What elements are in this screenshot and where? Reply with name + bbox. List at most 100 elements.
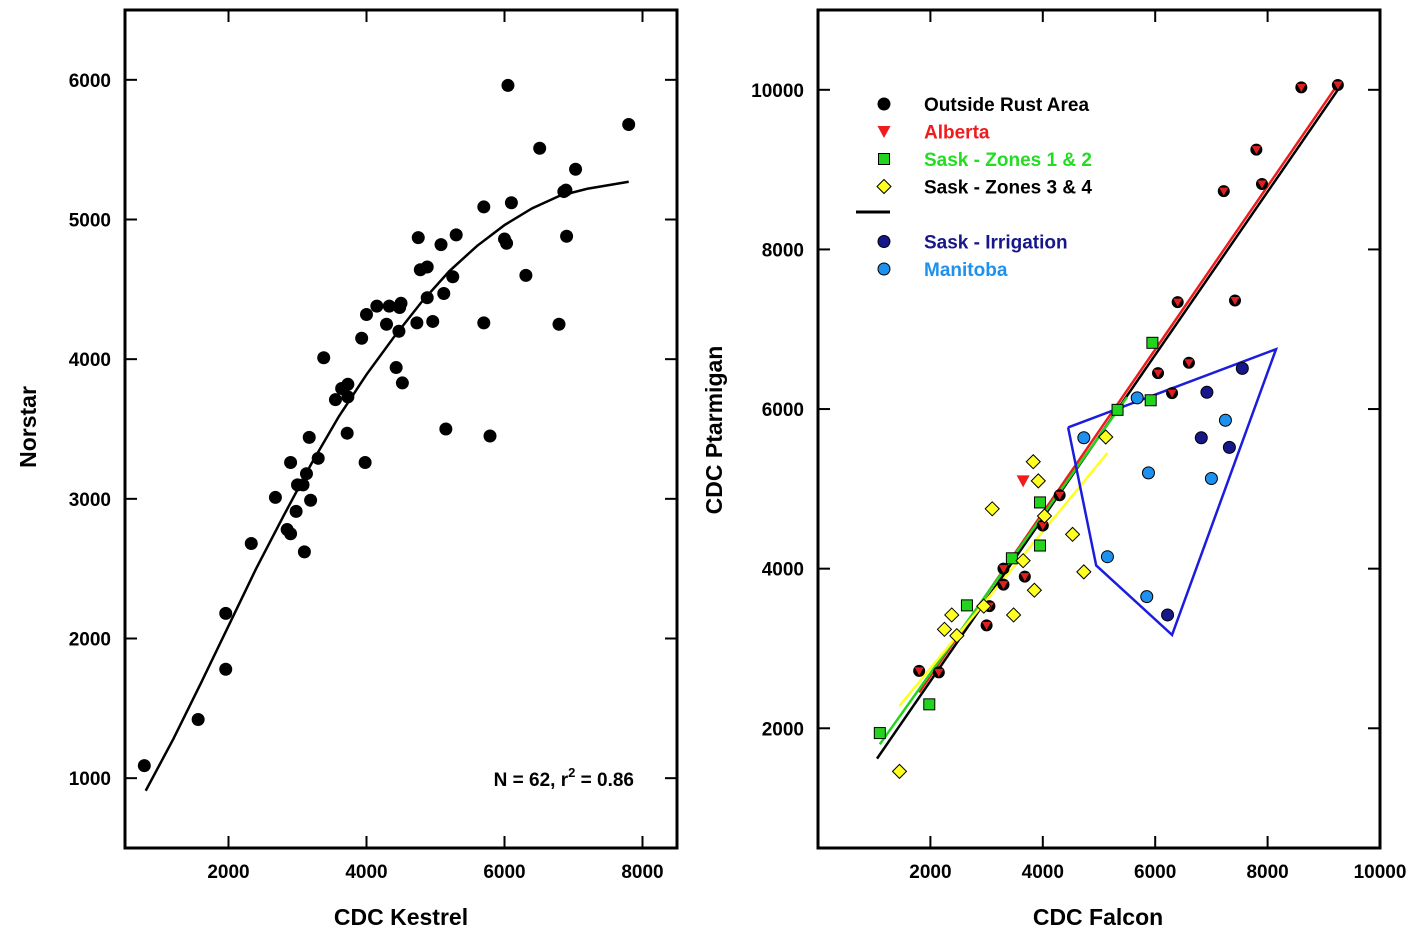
data-point [569,162,583,176]
data-point [446,270,460,284]
point-triangle [1230,297,1240,306]
data-point [1036,519,1049,532]
data-point [395,376,409,390]
data-point [297,545,311,559]
data-point [1005,607,1022,623]
data-point [949,627,965,644]
data-point [410,316,424,330]
data-point [980,619,993,632]
data-point [1222,440,1236,454]
point-triangle [1153,369,1163,378]
point-triangle [1020,573,1030,582]
falcon-ptarmigan-chart: CDC Falcon CDC Ptarmigan 2000 4000 6000 800… [701,8,1406,930]
data-point [622,118,636,132]
data-point [1033,539,1046,552]
data-point [1130,391,1144,405]
left-x-axis-title: CDC Kestrel [334,904,468,930]
data-point [477,200,491,214]
data-point [519,268,533,282]
legend-label: Sask - Irrigation [924,233,1068,254]
legend-label: Sask - Zones 1 & 2 [924,150,1092,171]
data-point [1026,582,1043,598]
data-point [420,260,434,274]
data-point [1077,431,1091,445]
right-y-axis-title: CDC Ptarmigan [701,346,727,515]
data-point [1140,590,1154,604]
data-point [426,314,440,328]
data-point [997,578,1010,591]
annotation-superscript: 2 [568,765,575,780]
data-point [1217,185,1230,198]
left-y-tick-label: 2000 [69,630,111,651]
data-point [358,456,372,470]
data-point [1229,294,1242,307]
left-y-tick-label: 6000 [69,71,111,92]
data-point [437,287,451,301]
data-point [449,228,463,242]
data-point [1295,81,1308,94]
legend-label: Alberta [924,123,990,144]
legend-label: Sask - Zones 3 & 4 [924,178,1092,199]
data-point [302,430,316,444]
legend-marker [877,126,891,138]
point-triangle [1173,298,1183,307]
data-point [341,377,355,391]
right-y-tick-label: 4000 [762,560,804,581]
left-y-tick-label: 1000 [69,769,111,790]
left-x-tick-label: 4000 [345,862,387,883]
point-triangle [1333,81,1343,90]
data-point [394,296,408,310]
right-x-tick-label: 8000 [1246,862,1288,883]
data-point [1194,431,1208,445]
point-triangle [914,667,924,676]
data-point [1235,361,1249,375]
data-point [1030,473,1047,489]
data-point [219,662,233,676]
left-y-axis-title: Norstar [15,386,41,468]
annotation-main: N = 62, r [494,770,569,791]
data-point [1053,489,1066,502]
data-point [560,229,574,243]
data-point [1218,413,1232,427]
data-point [1033,496,1046,509]
data-point [355,331,369,345]
data-point [389,361,403,375]
point-triangle [1038,522,1048,531]
right-y-tick-label: 10000 [751,81,804,102]
data-point [380,317,394,331]
data-point [500,236,514,250]
data-point [219,606,233,620]
point-triangle [1055,491,1065,500]
right-y-tick-label: 6000 [762,400,804,421]
data-point [370,299,384,313]
data-point [411,231,425,245]
point-triangle [998,565,1008,574]
data-point [891,763,908,780]
kestrel-norstar-chart: CDC Kestrel Norstar N = 62, r2 = 0.86 20… [15,8,679,930]
right-x-axis-title: CDC Falcon [1033,904,1163,930]
data-point [873,727,886,740]
data-point [1171,296,1184,309]
right-x-tick-label: 4000 [1022,862,1064,883]
right-y-tick-label: 8000 [762,240,804,261]
data-point [1182,356,1195,369]
point-triangle [1219,187,1229,196]
data-point [1331,79,1344,92]
data-point [1161,608,1175,622]
data-point [552,317,566,331]
point-triangle [1167,389,1177,398]
data-point [944,607,960,623]
left-y-tick-label: 4000 [69,350,111,371]
data-point [1076,564,1092,580]
data-point [341,390,355,404]
data-point [501,78,515,92]
right-plot-frame [816,8,1382,850]
point-triangle [1184,359,1194,368]
legend-marker [878,153,890,165]
legend-marker [877,97,891,111]
data-point [1250,143,1263,156]
data-point [1005,552,1018,565]
legend-marker [877,262,891,276]
point-triangle [1257,180,1267,189]
